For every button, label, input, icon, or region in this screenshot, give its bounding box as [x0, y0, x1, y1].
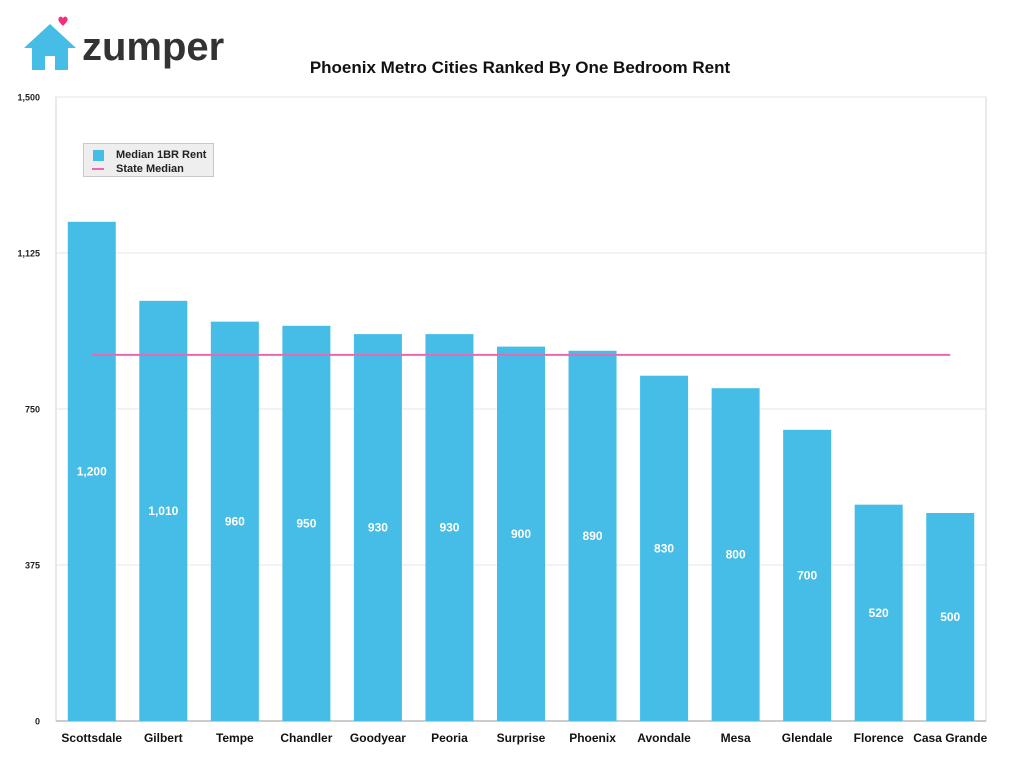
y-tick-label: 750 — [25, 405, 40, 415]
brand-wordmark: zumper — [82, 25, 224, 69]
data-label: 1,200 — [77, 464, 107, 478]
x-tick-label: Gilbert — [144, 731, 183, 745]
data-labels: 1,200 1,010 960 950 930 930 900 890 830 800 700 520… — [77, 464, 961, 624]
bars — [67, 221, 975, 722]
bar — [353, 334, 402, 721]
data-label: 700 — [797, 568, 817, 582]
y-tick-label: 1,125 — [17, 249, 40, 259]
bar — [210, 321, 259, 721]
x-tick-label: Tempe — [216, 731, 254, 745]
legend: Median 1BR Rent State Median — [83, 143, 214, 177]
data-label: 830 — [654, 541, 674, 555]
data-label: 1,010 — [148, 504, 178, 518]
x-tick-label: Casa Grande — [913, 731, 987, 745]
bar — [711, 388, 760, 721]
y-tick-label: 1,500 — [17, 93, 40, 103]
data-label: 960 — [225, 514, 245, 528]
data-label: 890 — [583, 529, 603, 543]
data-label: 520 — [869, 606, 889, 620]
legend-label: Median 1BR Rent — [116, 149, 207, 161]
data-label: 930 — [439, 521, 459, 535]
x-tick-label: Scottsdale — [61, 731, 122, 745]
heart-icon — [58, 16, 68, 26]
data-label: 930 — [368, 521, 388, 535]
bar — [497, 346, 545, 721]
bar — [67, 221, 116, 722]
x-tick-label: Chandler — [280, 731, 332, 745]
bar — [425, 334, 474, 721]
x-tick-label: Mesa — [721, 731, 751, 745]
bar — [783, 429, 832, 721]
x-tick-label: Peoria — [431, 731, 468, 745]
data-label: 800 — [726, 548, 746, 562]
legend-item-state-median: State Median — [84, 162, 184, 176]
bar — [139, 300, 188, 721]
x-tick-label: Florence — [854, 731, 904, 745]
house-icon — [24, 24, 76, 70]
bar — [568, 350, 617, 721]
chart-title: Phoenix Metro Cities Ranked By One Bedro… — [309, 58, 731, 77]
zumper-logo: zumper — [24, 16, 224, 70]
bar — [854, 504, 903, 721]
x-tick-label: Avondale — [637, 731, 691, 745]
x-tick-label: Glendale — [782, 731, 833, 745]
legend-line-swatch — [92, 168, 104, 170]
bar — [640, 375, 689, 721]
x-axis-ticks: Scottsdale Gilbert Tempe Chandler Goodyear Pe… — [61, 731, 987, 745]
legend-label: State Median — [116, 163, 184, 175]
bar — [282, 325, 331, 721]
y-axis-ticks: 0 375 750 1,125 1,500 — [17, 93, 40, 727]
legend-item-median-1br-rent: Median 1BR Rent — [84, 148, 206, 162]
data-label: 500 — [940, 610, 960, 624]
bar — [926, 513, 975, 721]
legend-swatch — [93, 149, 104, 161]
x-tick-label: Goodyear — [350, 731, 406, 745]
y-tick-label: 0 — [35, 717, 40, 727]
data-label: 950 — [296, 516, 316, 530]
x-tick-label: Phoenix — [569, 731, 616, 745]
x-tick-label: Surprise — [497, 731, 546, 745]
data-label: 900 — [511, 527, 531, 541]
y-tick-label: 375 — [25, 561, 40, 571]
